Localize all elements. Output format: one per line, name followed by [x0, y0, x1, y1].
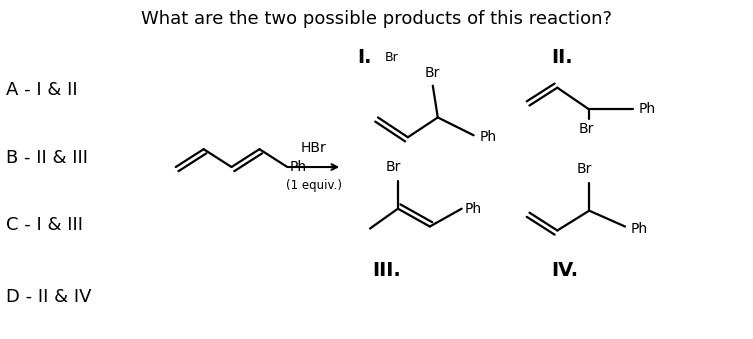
- Text: Br: Br: [425, 66, 441, 80]
- Text: III.: III.: [372, 261, 401, 280]
- Text: Ph: Ph: [465, 202, 482, 216]
- Text: What are the two possible products of this reaction?: What are the two possible products of th…: [141, 10, 611, 28]
- Text: C - I & III: C - I & III: [6, 216, 84, 234]
- Text: Br: Br: [386, 160, 401, 174]
- Text: D - II & IV: D - II & IV: [6, 288, 92, 306]
- Text: II.: II.: [551, 48, 573, 67]
- Text: Ph: Ph: [480, 130, 497, 144]
- Text: Br: Br: [385, 52, 399, 64]
- Text: Ph: Ph: [631, 221, 648, 236]
- Text: Ph: Ph: [639, 102, 656, 117]
- Text: A - I & II: A - I & II: [6, 81, 78, 99]
- Text: Br: Br: [578, 122, 594, 136]
- Text: Ph: Ph: [289, 160, 306, 174]
- Text: Br: Br: [577, 162, 592, 176]
- Text: HBr: HBr: [301, 141, 327, 155]
- Text: I.: I.: [357, 48, 371, 67]
- Text: B - II & III: B - II & III: [6, 149, 88, 167]
- Text: (1 equiv.): (1 equiv.): [285, 179, 342, 192]
- Text: IV.: IV.: [551, 261, 578, 280]
